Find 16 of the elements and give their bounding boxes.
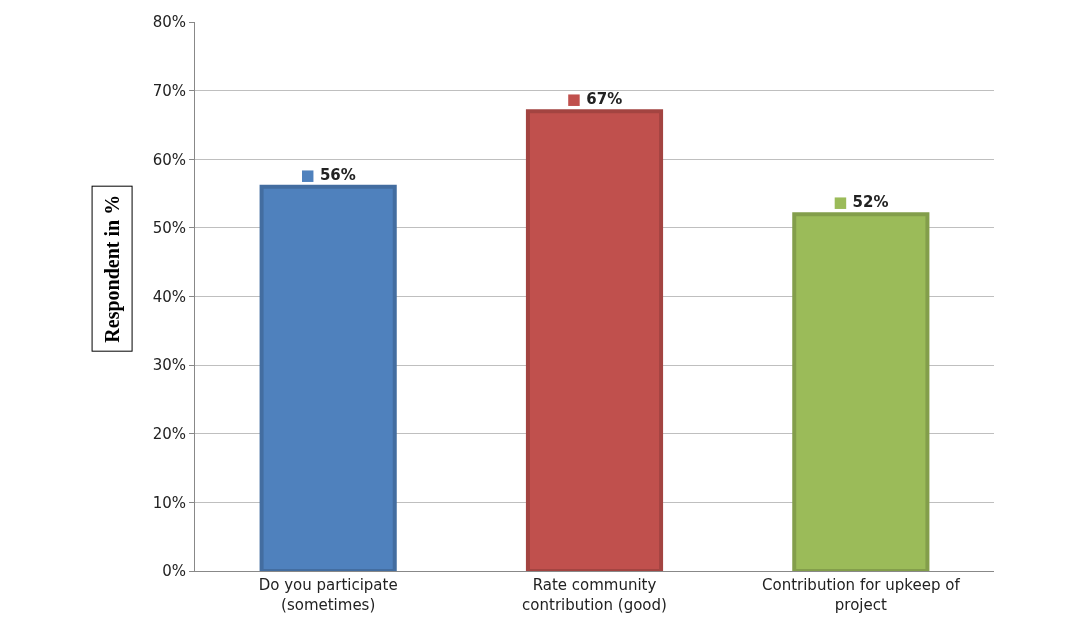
x-tick-label: Do you participate (sometimes)	[258, 576, 398, 614]
y-tick-label: 40%	[152, 287, 186, 306]
y-axis-title: Respondent in %	[100, 194, 124, 343]
data-label: ■ 56%	[300, 165, 356, 184]
x-tick-label: Rate community contribution (good)	[522, 576, 667, 614]
data-label: ■ 52%	[833, 193, 889, 212]
y-tick-label: 70%	[152, 81, 186, 100]
y-tick-label: 50%	[152, 219, 186, 238]
y-tick-label: 20%	[152, 425, 186, 443]
data-label: ■ 67%	[566, 90, 623, 109]
x-tick-label: Contribution for upkeep of project	[761, 576, 961, 614]
y-tick-label: 10%	[152, 493, 186, 512]
y-tick-label: 0%	[162, 562, 186, 581]
y-tick-label: 80%	[152, 13, 186, 32]
y-tick-label: 30%	[152, 356, 186, 375]
y-tick-label: 60%	[152, 150, 186, 169]
